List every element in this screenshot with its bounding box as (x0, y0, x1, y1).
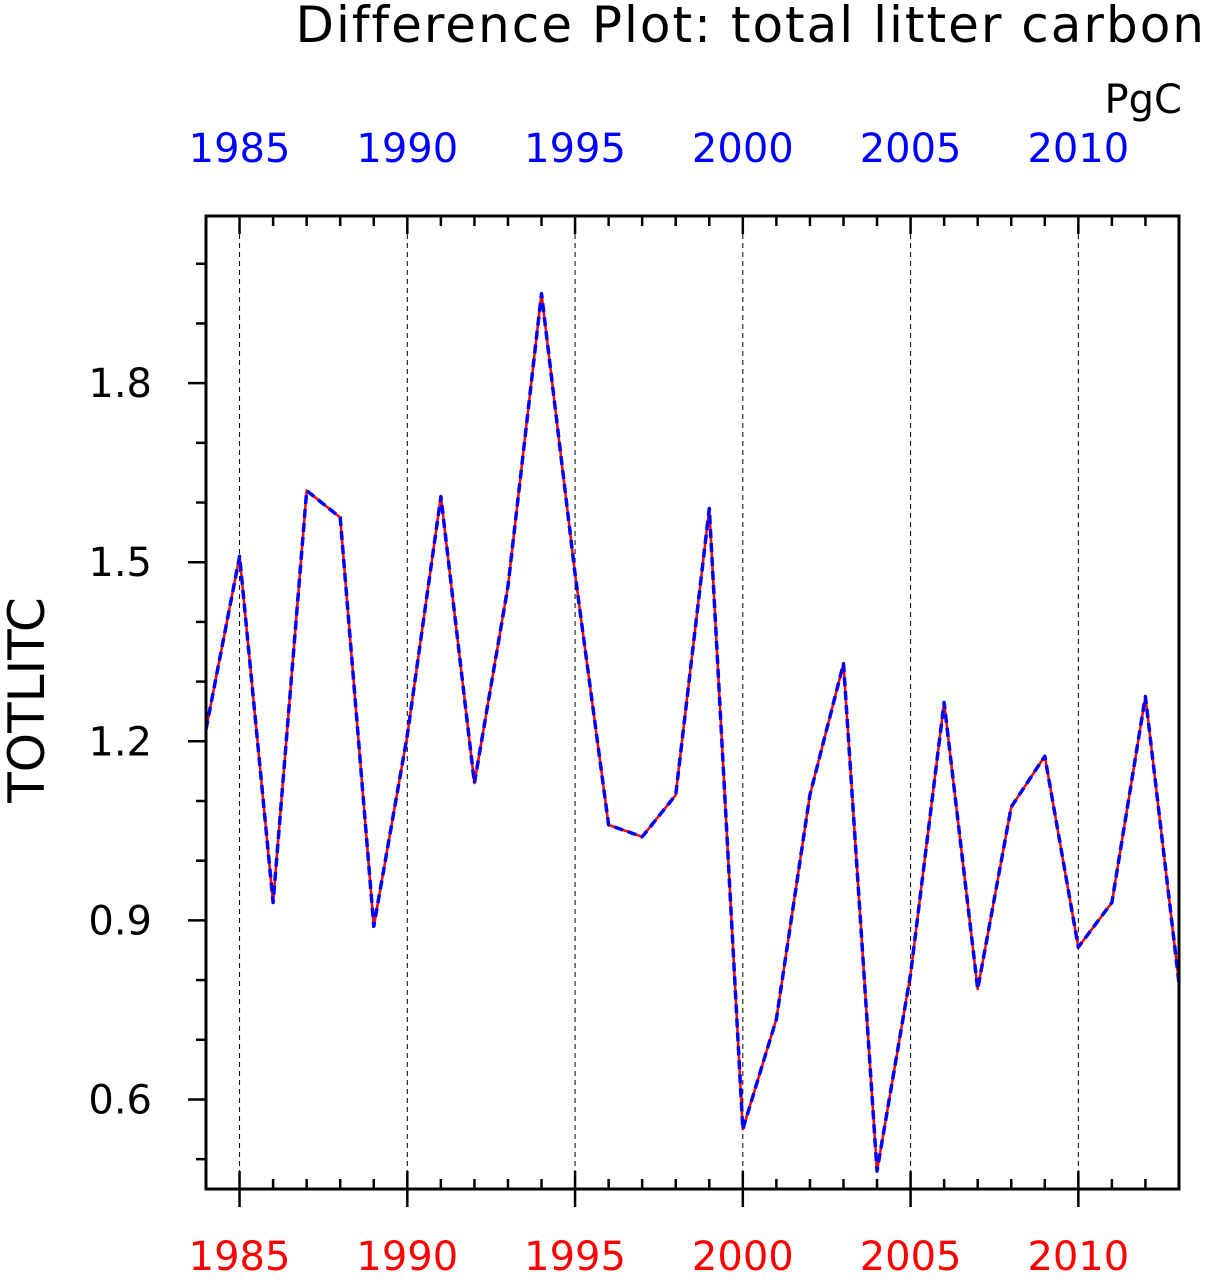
y-axis-label: TOTLITC (0, 597, 56, 804)
bottom-tick-label-1995: 1995 (524, 1234, 626, 1280)
plot-frame (204, 214, 1181, 1191)
units-label: PgC (1105, 77, 1182, 123)
grid-lines (239, 216, 1079, 1189)
bottom-tick-label-2005: 2005 (860, 1234, 962, 1280)
top-axis-labels: 1985 1990 1995 2000 2005 2010 (189, 126, 1130, 172)
bottom-tick-label-1985: 1985 (189, 1234, 291, 1280)
series-group (204, 291, 1181, 1173)
y-tick-label-1.8: 1.8 (88, 361, 152, 407)
top-tick-label-2010: 2010 (1027, 126, 1129, 172)
series-line-2 (204, 291, 1181, 1173)
chart-title: Difference Plot: total litter carbon (295, 0, 1206, 54)
bottom-tick-label-2000: 2000 (692, 1234, 794, 1280)
top-tick-label-1995: 1995 (524, 126, 626, 172)
axis-ticks (188, 216, 1181, 1207)
top-tick-label-2005: 2005 (860, 126, 962, 172)
y-tick-label-0.9: 0.9 (88, 898, 152, 944)
top-tick-label-1985: 1985 (189, 126, 291, 172)
bottom-tick-label-2010: 2010 (1027, 1234, 1129, 1280)
top-tick-label-2000: 2000 (692, 126, 794, 172)
y-axis-labels: 0.6 0.9 1.2 1.5 1.8 (88, 361, 152, 1123)
series-line-1 (204, 292, 1181, 1173)
y-tick-label-0.6: 0.6 (88, 1077, 152, 1123)
y-tick-label-1.5: 1.5 (88, 540, 152, 586)
bottom-tick-label-1990: 1990 (356, 1234, 458, 1280)
bottom-axis-labels: 1985 1990 1995 2000 2005 2010 (189, 1234, 1130, 1280)
y-tick-label-1.2: 1.2 (88, 719, 152, 765)
top-tick-label-1990: 1990 (356, 126, 458, 172)
